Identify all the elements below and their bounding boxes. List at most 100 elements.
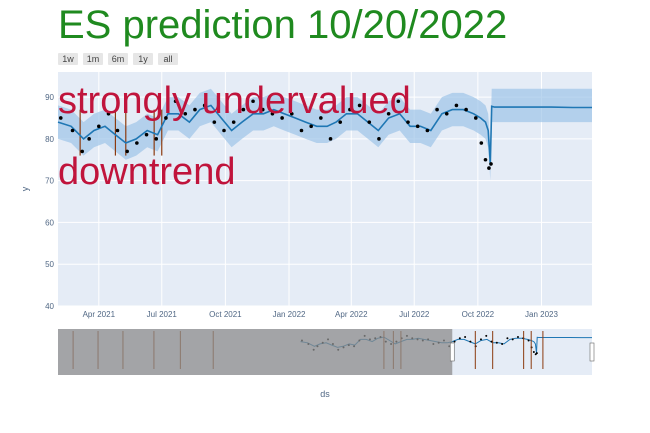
slider-point xyxy=(527,339,530,342)
observed-point xyxy=(328,137,333,141)
y-axis-ticks: 40 50 60 70 80 90 xyxy=(45,93,54,311)
y-axis-title: y xyxy=(20,186,30,191)
observed-point xyxy=(231,120,236,124)
x-tick-label: Jul 2021 xyxy=(147,310,178,319)
y-tick-label: 70 xyxy=(45,177,54,186)
observed-point xyxy=(58,116,63,120)
observed-point xyxy=(483,157,488,162)
range-button-6m[interactable]: 6m xyxy=(108,53,128,65)
slider-point xyxy=(516,336,519,339)
range-button-all[interactable]: all xyxy=(158,53,178,65)
trend-annotation: downtrend xyxy=(58,151,235,193)
observed-point xyxy=(406,120,410,124)
observed-point xyxy=(135,141,139,145)
uncertainty-band xyxy=(58,88,592,181)
slider-point xyxy=(485,334,488,337)
observed-point xyxy=(222,128,226,133)
forecast-line xyxy=(57,104,592,164)
range-slider[interactable] xyxy=(58,329,595,375)
observed-point xyxy=(489,162,493,166)
observed-point xyxy=(70,128,75,133)
range-button-label: 1m xyxy=(87,54,100,64)
x-tick-label: Oct 2022 xyxy=(462,310,495,319)
observed-point xyxy=(487,166,491,170)
observed-point xyxy=(202,103,207,108)
observed-point xyxy=(289,111,294,116)
y-tick-label: 50 xyxy=(45,260,54,269)
observed-point xyxy=(144,132,149,137)
range-selector: 1w 1m 6m 1y all xyxy=(58,53,178,65)
observed-point xyxy=(479,141,484,145)
range-button-label: 1y xyxy=(138,54,148,64)
y-tick-label: 40 xyxy=(45,302,54,311)
observed-point xyxy=(444,111,449,116)
observed-point xyxy=(299,128,304,133)
slider-point xyxy=(458,337,461,340)
observed-point xyxy=(125,149,129,154)
slider-point xyxy=(479,338,482,341)
observed-point xyxy=(473,116,478,120)
range-button-label: 6m xyxy=(112,54,125,64)
x-axis-title: ds xyxy=(320,389,330,399)
observed-point xyxy=(425,128,430,133)
observed-point xyxy=(348,107,352,112)
valuation-annotation: strongly undervalued xyxy=(58,80,411,122)
observed-point xyxy=(415,124,420,129)
observed-point xyxy=(260,107,265,112)
observed-point xyxy=(338,120,343,124)
x-tick-label: Jan 2022 xyxy=(273,310,306,319)
range-button-label: 1w xyxy=(62,54,74,64)
x-tick-label: Apr 2021 xyxy=(83,310,116,319)
observed-point xyxy=(173,99,178,104)
observed-point xyxy=(115,128,120,133)
range-button-1m[interactable]: 1m xyxy=(83,53,103,65)
observed-point xyxy=(377,137,381,141)
observed-point xyxy=(367,120,372,124)
slider-point xyxy=(453,340,456,343)
slider-handle-left[interactable] xyxy=(449,342,455,362)
slider-point xyxy=(511,338,514,341)
observed-point xyxy=(97,124,101,129)
observed-point xyxy=(357,103,362,108)
x-tick-label: Apr 2022 xyxy=(335,310,368,319)
slider-point xyxy=(506,337,509,340)
observed-point xyxy=(193,107,197,112)
observed-point xyxy=(154,137,159,141)
observed-point xyxy=(87,137,91,141)
x-axis-ticks: Apr 2021 Jul 2021 Oct 2021 Jan 2022 Apr 2022… xyxy=(83,310,559,319)
observed-point xyxy=(164,116,168,120)
y-tick-label: 80 xyxy=(45,135,54,144)
x-tick-label: Jul 2022 xyxy=(399,310,430,319)
changepoint-lines xyxy=(79,109,163,156)
observed-point xyxy=(241,107,246,112)
observed-point xyxy=(80,149,85,154)
observed-point xyxy=(386,111,391,116)
observed-point xyxy=(464,107,468,112)
observed-point xyxy=(270,111,275,116)
slider-point xyxy=(532,351,535,353)
band-area xyxy=(58,88,592,181)
slider-point xyxy=(469,340,472,343)
slider-point xyxy=(490,340,493,343)
observed-points xyxy=(58,99,493,170)
slider-handle-right[interactable] xyxy=(589,342,595,362)
observed-point xyxy=(212,120,217,124)
forecast-path xyxy=(57,104,592,164)
slider-point xyxy=(535,352,538,355)
observed-point xyxy=(183,111,188,116)
x-tick-label: Jan 2023 xyxy=(525,310,558,319)
range-button-1w[interactable]: 1w xyxy=(58,53,78,65)
range-button-1y[interactable]: 1y xyxy=(133,53,153,65)
y-tick-label: 90 xyxy=(45,93,54,102)
slider-point xyxy=(501,342,504,345)
observed-point xyxy=(435,107,439,112)
annotations: strongly undervalued downtrend xyxy=(58,80,411,193)
observed-point xyxy=(106,111,111,116)
slider-point xyxy=(464,336,467,339)
y-tick-label: 60 xyxy=(45,218,54,227)
range-button-label: all xyxy=(163,54,172,64)
observed-point xyxy=(396,99,401,104)
observed-point xyxy=(454,103,459,108)
observed-point xyxy=(309,124,313,129)
